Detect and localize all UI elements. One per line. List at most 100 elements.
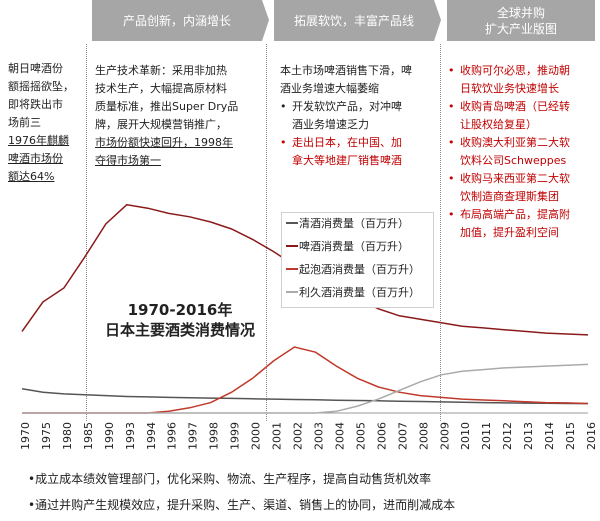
x-tick-label: 2001: [271, 422, 284, 450]
legend-label: 起泡酒消费量（百万升）: [299, 263, 420, 276]
footer-line-1: •成立成本绩效管理部门，优化采购、物流、生产程序，提高自动售货机效率: [28, 472, 432, 486]
col2-line: 牌，展开大规模营销推广，: [95, 118, 227, 131]
col1-line: 额达64%: [8, 170, 55, 183]
header-text-2: 拓展软饮，丰富产品线: [293, 13, 414, 28]
col3-bullet-text: 酒业务增速乏力: [292, 118, 369, 131]
col4-bullet: 加值，提升盈利空间: [448, 224, 598, 242]
x-tick-label: 1980: [61, 422, 74, 450]
legend-item-liqueur: 利久酒消费量（百万升）: [286, 284, 420, 300]
legend-item-sake: 清酒消费量（百万升）: [286, 215, 409, 231]
col1-text: 朝日啤酒份 额摇摇欲坠， 即将跌出市 场前三 1976年麒麟 啤酒市场份 额达6…: [8, 60, 84, 186]
col4-bullet: 饮制造商查理斯集团: [448, 188, 598, 206]
chart-legend: 清酒消费量（百万升） 啤酒消费量（百万升） 起泡酒消费量（百万升） 利久酒消费量…: [281, 212, 434, 308]
x-tick-label: 2011: [480, 422, 493, 450]
col1-line: 额摇摇欲坠，: [8, 80, 74, 93]
header-bar-3: 全球并购 扩大产业版图: [447, 0, 595, 41]
separator-3: [440, 44, 441, 421]
col1-line: 1976年麒麟: [8, 134, 69, 147]
legend-swatch: [286, 222, 298, 224]
col3-bullet: 拿大等地建厂销售啤酒: [280, 152, 438, 170]
legend-swatch: [286, 268, 298, 270]
x-tick-label: 2010: [459, 422, 472, 450]
x-tick-label: 1997: [187, 422, 200, 450]
x-tick-label: 1994: [145, 422, 158, 450]
header-arrow-2: [434, 0, 441, 41]
col2-line: 质量标准，推出Super Dry品: [95, 100, 239, 113]
col4-bullet-text: 饮制造商查理斯集团: [460, 190, 559, 203]
col3-line: 本土市场啤酒销售下滑，啤: [280, 64, 412, 77]
col4-bullet-text: 加值，提升盈利空间: [460, 226, 559, 239]
col4-bullet-text: 日软饮业务快速增长: [460, 82, 559, 95]
col2-line: 夺得市场第一: [95, 154, 161, 167]
x-tick-label: 2008: [417, 422, 430, 450]
x-tick-label: 2005: [354, 422, 367, 450]
header-bar-2: 拓展软饮，丰富产品线: [274, 0, 434, 41]
x-tick-label: 1996: [166, 422, 179, 450]
col3-bullet-text: 拿大等地建厂销售啤酒: [292, 154, 402, 167]
col4-bullet: • 收购澳大利亚第二大软: [448, 134, 598, 152]
series-line-3: [22, 363, 589, 414]
footer-line-2: •通过并购产生规模效应，提升采购、生产、渠道、销售上的协同，进而削减成本: [28, 498, 456, 512]
x-tick-label: 2016: [585, 422, 598, 450]
chart-title: 1970-2016年 日本主要酒类消费情况: [104, 301, 255, 339]
x-tick-label: 2002: [292, 422, 305, 450]
col2-line: 生产技术革新：采用非加热: [95, 64, 227, 77]
col4-bullet: • 收购青岛啤酒（已经转: [448, 98, 598, 116]
x-tick-label: 1975: [40, 422, 53, 450]
col3-bullet-text: 走出日本，在中国、加: [292, 136, 402, 149]
legend-swatch: [286, 291, 298, 293]
x-tick-label: 2003: [312, 422, 325, 450]
legend-swatch: [286, 245, 298, 247]
series-line-0: [21, 387, 589, 405]
col4-bullet: 饮料公司Schweppes: [448, 152, 598, 170]
legend-label: 啤酒消费量（百万升）: [299, 240, 409, 253]
col2-line: 技术生产，大幅提高原材料: [95, 82, 227, 95]
col4-bullet-text: 让股权给复星）: [460, 118, 537, 131]
header-bar-1: 产品创新，内涵增长: [92, 0, 262, 41]
col4-bullet: • 收购马来西亚第二大软: [448, 170, 598, 188]
x-tick-label: 2007: [396, 422, 409, 450]
col4-bullet-text: 收购马来西亚第二大软: [460, 172, 570, 185]
col4-bullet: • 布局高端产品，提高附: [448, 206, 598, 224]
header-text-1: 产品创新，内涵增长: [122, 13, 231, 28]
x-tick-label: 2014: [543, 422, 556, 450]
x-tick-label: 1999: [229, 422, 242, 450]
x-tick-label: 2009: [438, 422, 451, 450]
x-tick-label: 2012: [501, 422, 514, 450]
header-text-3: 全球并购 扩大产业版图: [484, 5, 557, 36]
x-tick-label: 1990: [103, 422, 116, 450]
x-tick-label: 2004: [333, 422, 346, 450]
legend-label: 清酒消费量（百万升）: [299, 217, 409, 230]
col4-bullet: 日软饮业务快速增长: [448, 80, 598, 98]
col4-text: • 收购可尔必思，推动朝 日软饮业务快速增长 • 收购青岛啤酒（已经转 让股权给复星…: [448, 62, 598, 242]
legend-item-happoshu: 起泡酒消费量（百万升）: [286, 261, 420, 277]
col1-line: 即将跌出市: [8, 98, 63, 111]
col3-text: 本土市场啤酒销售下滑，啤 酒业务增速大幅萎缩 • 开发软饮产品，对冲啤 酒业务增速…: [280, 62, 438, 170]
col4-bullet: • 收购可尔必思，推动朝: [448, 62, 598, 80]
x-tick-label: 1985: [82, 422, 95, 450]
separator-1: [86, 44, 87, 421]
col4-bullet-text: 收购澳大利亚第二大软: [460, 136, 570, 149]
x-tick-label: 2006: [375, 422, 388, 450]
col1-line: 啤酒市场份: [8, 152, 63, 165]
col4-bullet-text: 收购可尔必思，推动朝: [460, 64, 570, 77]
col4-bullet-text: 收购青岛啤酒（已经转: [460, 100, 570, 113]
col1-line: 朝日啤酒份: [8, 62, 63, 75]
x-tick-label: 1970: [19, 422, 32, 450]
col1-line: 场前三: [8, 116, 41, 129]
separator-2: [266, 44, 267, 421]
x-tick-label: 1993: [124, 422, 137, 450]
col2-line: 市场份额快速回升，1998年: [95, 136, 233, 149]
header-arrow-1: [262, 0, 269, 41]
x-tick-label: 2013: [522, 422, 535, 450]
legend-label: 利久酒消费量（百万升）: [299, 286, 420, 299]
col4-bullet: 让股权给复星）: [448, 116, 598, 134]
col3-bullet: • 开发软饮产品，对冲啤: [280, 98, 438, 116]
col3-bullet: • 走出日本，在中国、加: [280, 134, 438, 152]
col2-text: 生产技术革新：采用非加热 技术生产，大幅提高原材料 质量标准，推出Super D…: [95, 62, 263, 170]
col3-line: 酒业务增速大幅萎缩: [280, 82, 379, 95]
legend-item-beer: 啤酒消费量（百万升）: [286, 238, 409, 254]
col3-bullet-text: 开发软饮产品，对冲啤: [292, 100, 402, 113]
x-tick-label: 2000: [250, 422, 263, 450]
